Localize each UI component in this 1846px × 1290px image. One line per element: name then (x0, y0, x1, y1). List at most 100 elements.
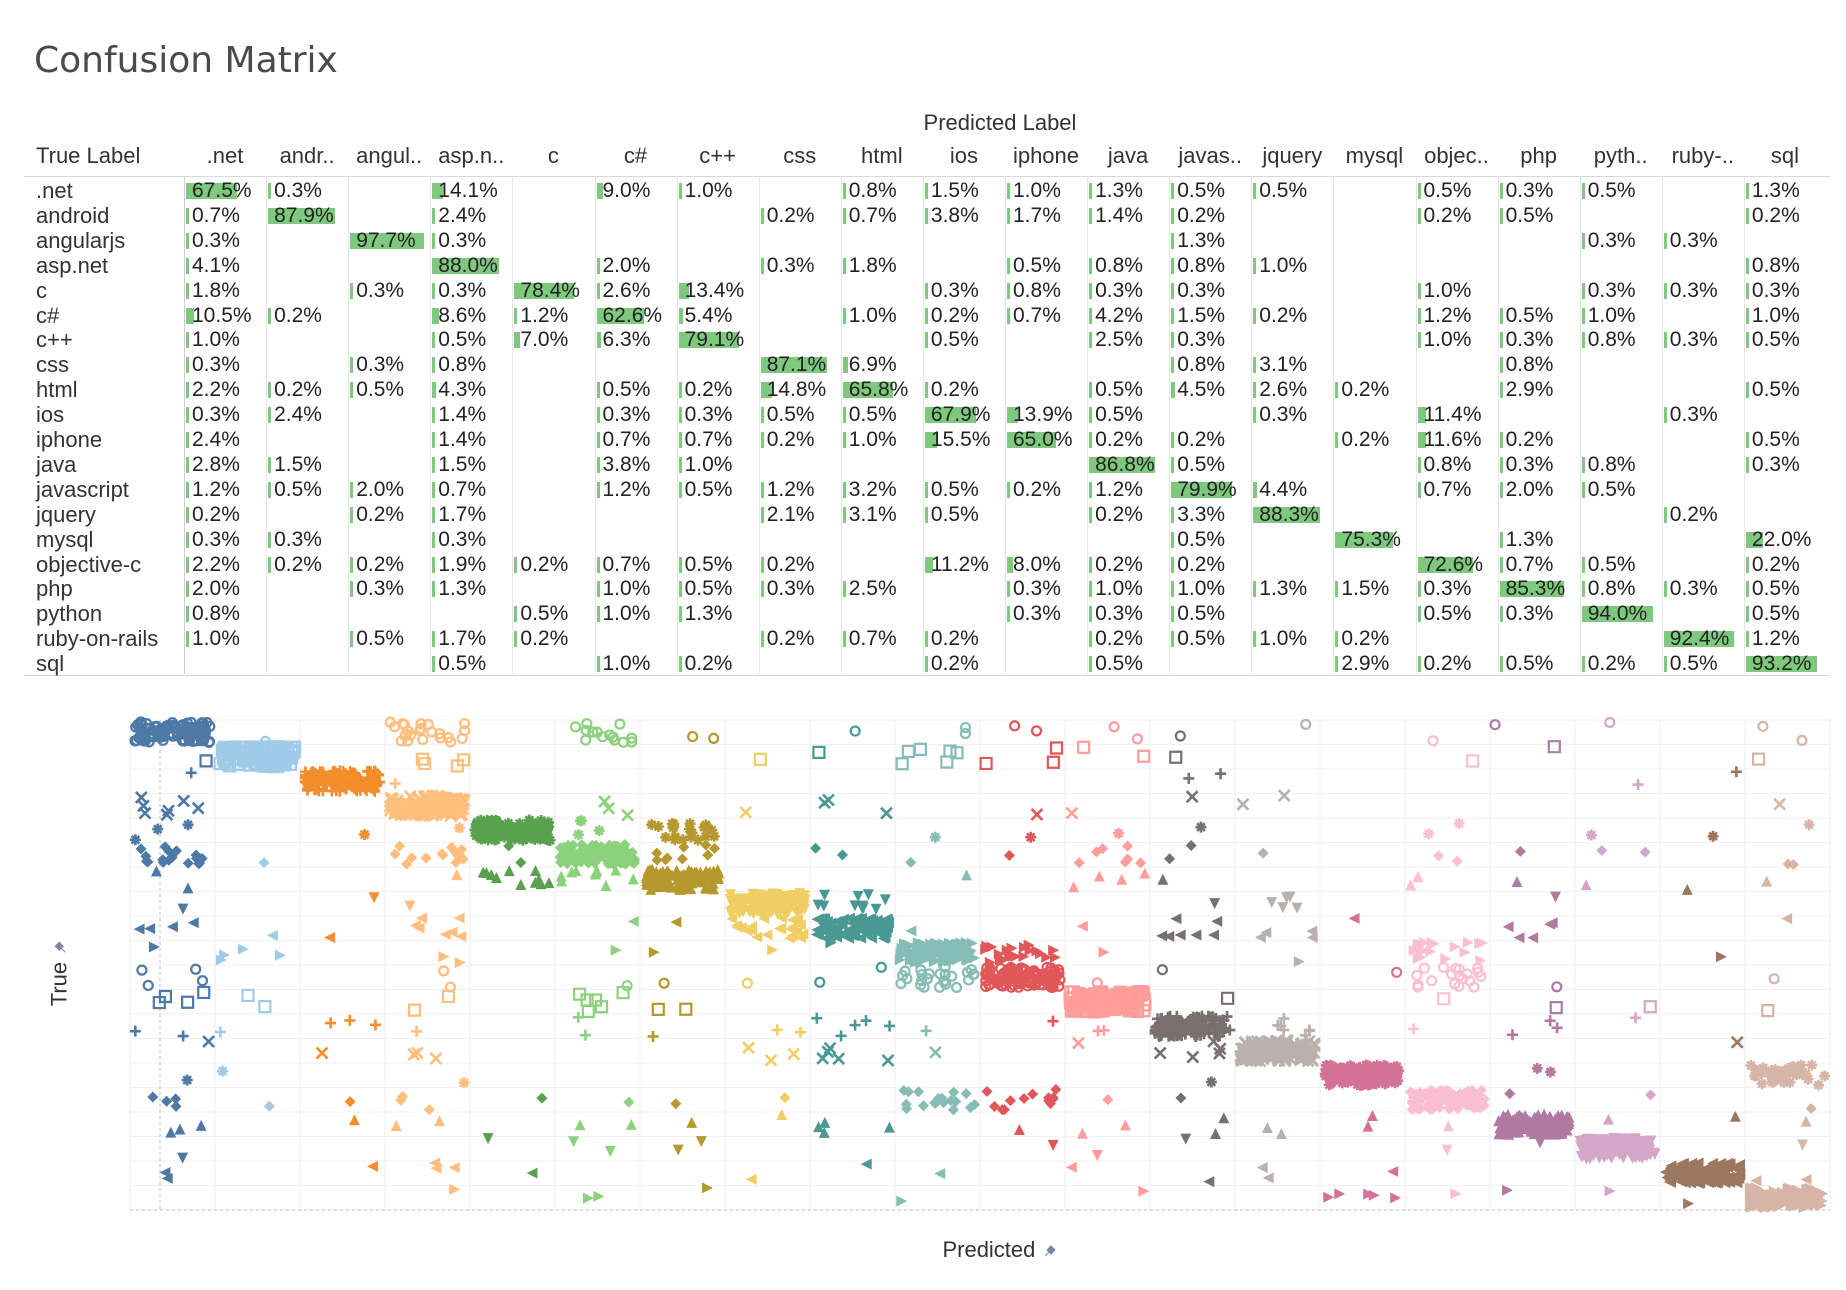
matrix-cell[interactable]: 0.8% (1169, 253, 1251, 278)
matrix-cell[interactable]: 0.3% (184, 228, 266, 253)
column-header[interactable]: .net (206, 143, 244, 168)
matrix-cell[interactable]: 1.5% (1333, 576, 1415, 601)
column-header[interactable]: jquery (1262, 143, 1323, 168)
matrix-cell[interactable]: 1.0% (841, 303, 923, 328)
column-header[interactable]: angul.. (356, 143, 423, 168)
matrix-cell[interactable]: 13.9% (1005, 402, 1087, 427)
matrix-cell[interactable]: 0.7% (677, 427, 759, 452)
row-label[interactable]: css (36, 352, 69, 378)
matrix-cell[interactable]: 0.3% (266, 527, 348, 552)
matrix-cell[interactable]: 0.5% (923, 327, 1005, 352)
matrix-cell[interactable]: 0.7% (595, 427, 677, 452)
matrix-cell[interactable]: 0.2% (923, 651, 1005, 676)
matrix-cell[interactable]: 0.2% (1416, 203, 1498, 228)
matrix-cell[interactable]: 0.3% (1662, 278, 1744, 303)
column-header[interactable]: pyth.. (1593, 143, 1648, 168)
matrix-cell[interactable]: 0.2% (1169, 552, 1251, 577)
matrix-cell[interactable]: 1.8% (184, 278, 266, 303)
matrix-cell[interactable]: 1.4% (430, 427, 512, 452)
matrix-cell[interactable]: 0.5% (595, 377, 677, 402)
matrix-cell[interactable]: 6.3% (595, 327, 677, 352)
row-label[interactable]: angularjs (36, 227, 126, 253)
matrix-cell[interactable]: 0.3% (430, 527, 512, 552)
matrix-cell[interactable]: 1.5% (266, 452, 348, 477)
column-header[interactable]: c# (623, 143, 648, 168)
matrix-cell[interactable]: 4.2% (1087, 303, 1169, 328)
matrix-cell[interactable]: 8.6% (430, 303, 512, 328)
matrix-cell[interactable]: 0.7% (1005, 303, 1087, 328)
matrix-cell[interactable]: 0.8% (1087, 253, 1169, 278)
matrix-cell[interactable]: 0.8% (1580, 576, 1662, 601)
matrix-cell[interactable]: 0.2% (266, 303, 348, 328)
matrix-cell[interactable]: 2.9% (1333, 651, 1415, 676)
matrix-cell[interactable]: 0.5% (677, 477, 759, 502)
matrix-cell[interactable]: 2.0% (184, 576, 266, 601)
row-label[interactable]: sql (36, 651, 65, 677)
matrix-cell[interactable]: 0.2% (759, 552, 841, 577)
matrix-cell[interactable]: 0.5% (1087, 402, 1169, 427)
row-label[interactable]: ruby-on-rails (36, 626, 159, 652)
matrix-cell[interactable]: 1.3% (1498, 527, 1580, 552)
matrix-cell[interactable]: 0.5% (1169, 527, 1251, 552)
matrix-cell[interactable]: 0.8% (1744, 253, 1826, 278)
matrix-cell[interactable]: 1.0% (1251, 626, 1333, 651)
matrix-cell[interactable]: 0.5% (1169, 601, 1251, 626)
matrix-cell[interactable]: 0.5% (348, 626, 430, 651)
matrix-cell[interactable]: 0.3% (348, 352, 430, 377)
matrix-cell[interactable]: 1.8% (841, 253, 923, 278)
matrix-cell[interactable]: 4.4% (1251, 477, 1333, 502)
matrix-cell[interactable]: 1.2% (512, 303, 594, 328)
matrix-cell[interactable]: 0.5% (1005, 253, 1087, 278)
matrix-cell[interactable]: 1.0% (1087, 576, 1169, 601)
matrix-cell[interactable]: 0.5% (1580, 477, 1662, 502)
matrix-cell[interactable]: 22.0% (1744, 527, 1826, 552)
column-header[interactable]: ios (949, 143, 978, 168)
matrix-cell[interactable]: 1.0% (1251, 253, 1333, 278)
matrix-cell[interactable]: 1.3% (430, 576, 512, 601)
y-axis-title[interactable]: True (46, 940, 72, 1006)
matrix-cell[interactable]: 8.0% (1005, 552, 1087, 577)
matrix-cell[interactable]: 0.3% (1169, 327, 1251, 352)
matrix-cell[interactable]: 0.2% (1087, 427, 1169, 452)
matrix-cell[interactable]: 0.7% (1498, 552, 1580, 577)
row-label[interactable]: c++ (36, 327, 73, 353)
matrix-cell[interactable]: 92.4% (1662, 626, 1744, 651)
matrix-cell[interactable]: 0.3% (759, 576, 841, 601)
matrix-cell[interactable]: 4.3% (430, 377, 512, 402)
matrix-cell[interactable]: 0.3% (1498, 327, 1580, 352)
matrix-cell[interactable]: 87.9% (266, 203, 348, 228)
matrix-cell[interactable]: 0.3% (1498, 452, 1580, 477)
matrix-cell[interactable]: 11.4% (1416, 402, 1498, 427)
matrix-cell[interactable]: 0.5% (512, 601, 594, 626)
matrix-cell[interactable]: 0.5% (1087, 377, 1169, 402)
matrix-cell[interactable]: 0.2% (1333, 377, 1415, 402)
column-header[interactable]: html (861, 143, 903, 168)
matrix-cell[interactable]: 94.0% (1580, 601, 1662, 626)
matrix-cell[interactable]: 0.5% (677, 576, 759, 601)
row-label[interactable]: javascript (36, 476, 129, 502)
matrix-cell[interactable]: 0.3% (677, 402, 759, 427)
matrix-cell[interactable]: 0.3% (1580, 278, 1662, 303)
matrix-cell[interactable]: 2.9% (1498, 377, 1580, 402)
matrix-cell[interactable]: 0.3% (1580, 228, 1662, 253)
column-header[interactable]: c++ (699, 143, 736, 168)
matrix-cell[interactable]: 0.8% (1005, 278, 1087, 303)
matrix-cell[interactable]: 0.7% (430, 477, 512, 502)
matrix-cell[interactable]: 0.5% (841, 402, 923, 427)
row-label[interactable]: iphone (36, 427, 103, 452)
matrix-cell[interactable]: 0.2% (923, 303, 1005, 328)
matrix-cell[interactable]: 0.5% (923, 502, 1005, 527)
matrix-cell[interactable]: 0.5% (430, 651, 512, 676)
matrix-cell[interactable]: 1.2% (1744, 626, 1826, 651)
matrix-cell[interactable]: 0.2% (1087, 626, 1169, 651)
matrix-cell[interactable]: 2.0% (595, 253, 677, 278)
matrix-cell[interactable]: 0.8% (1416, 452, 1498, 477)
column-header[interactable]: sql (1770, 143, 1799, 168)
row-label[interactable]: c (36, 277, 47, 303)
matrix-cell[interactable]: 0.3% (1498, 178, 1580, 203)
matrix-cell[interactable]: 1.0% (595, 576, 677, 601)
matrix-cell[interactable]: 0.5% (348, 377, 430, 402)
matrix-cell[interactable]: 1.0% (1416, 327, 1498, 352)
matrix-cell[interactable]: 1.3% (677, 601, 759, 626)
matrix-cell[interactable]: 0.2% (1169, 427, 1251, 452)
